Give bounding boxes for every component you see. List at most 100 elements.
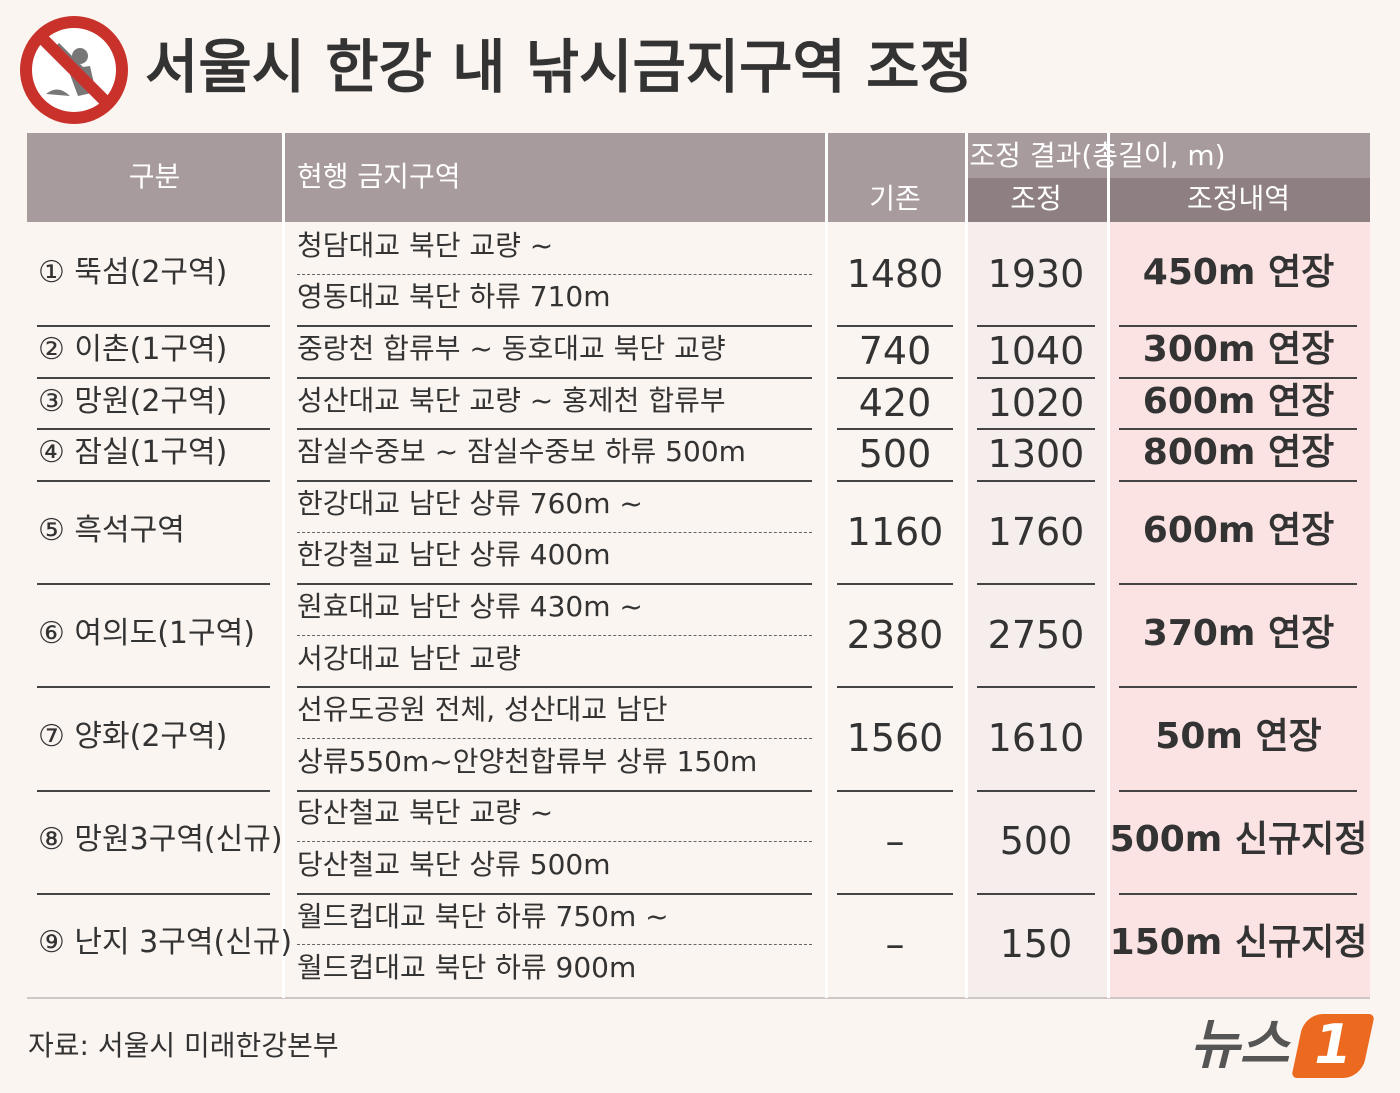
row-label: ⑤ 흑석구역 xyxy=(38,512,185,548)
row-divider xyxy=(837,686,953,689)
dashed-divider xyxy=(297,841,812,843)
row-divider xyxy=(37,325,270,328)
after-column-bg xyxy=(965,222,1107,998)
row-divider xyxy=(1119,480,1357,482)
zone-text: 당산철교 북단 상류 500m xyxy=(297,848,611,881)
row-divider xyxy=(837,480,953,482)
before-value: 740 xyxy=(858,329,932,373)
row-divider xyxy=(837,428,953,431)
row-divider xyxy=(1119,376,1357,379)
before-value: – xyxy=(885,819,905,864)
column-separator xyxy=(282,133,285,998)
zone-text: 청담대교 북단 교량 ~ xyxy=(297,228,554,262)
row-divider xyxy=(297,428,812,431)
dashed-divider xyxy=(297,738,812,739)
row-label: ② 이촌(1구역) xyxy=(38,332,228,367)
before-value: 1560 xyxy=(846,716,944,760)
row-divider xyxy=(977,428,1095,431)
detail-value: 600m 연장 xyxy=(1142,380,1335,422)
row-label: ⑦ 양화(2구역) xyxy=(38,719,228,754)
after-value: 1760 xyxy=(987,509,1085,554)
zone-text: 중랑천 합류부 ~ 동호대교 북단 교량 xyxy=(297,332,726,365)
row-label: ① 뚝섬(2구역) xyxy=(38,254,228,290)
detail-value: 300m 연장 xyxy=(1142,329,1335,370)
zone-text: 한강철교 남단 상류 400m xyxy=(297,538,611,572)
dashed-divider xyxy=(297,944,812,946)
row-divider xyxy=(1119,686,1357,689)
detail-value: 370m 연장 xyxy=(1142,612,1335,654)
header-cell: 현행 금지구역 xyxy=(297,160,461,193)
zone-text: 서강대교 남단 교량 xyxy=(297,641,521,675)
row-divider xyxy=(1119,892,1357,895)
column-separator xyxy=(825,133,828,998)
row-divider xyxy=(977,892,1095,895)
row-divider xyxy=(837,789,953,792)
source: 자료: 서울시 미래한강본부 xyxy=(28,1029,339,1062)
row-label: ③ 망원(2구역) xyxy=(38,383,228,419)
before-value: 1480 xyxy=(846,251,944,296)
row-label: ⑨ 난지 3구역(신규) xyxy=(38,925,293,961)
logo-number: 1 xyxy=(1314,1013,1352,1076)
column-separator xyxy=(965,133,968,998)
header-cell: 기존 xyxy=(869,182,921,215)
detail-value: 500m 신규지정 xyxy=(1109,819,1368,861)
row-divider xyxy=(37,583,270,586)
zone-text: 잠실수중보 ~ 잠실수중보 하류 500m xyxy=(297,435,746,469)
no-fishing-icon xyxy=(20,16,128,124)
zone-text: 성산대교 북단 교량 ~ 홍제천 합류부 xyxy=(297,383,726,417)
before-value: 420 xyxy=(858,380,932,425)
header-cell: 구분 xyxy=(128,160,181,193)
before-value: 1160 xyxy=(846,509,944,554)
header-cell: 조정 결과(총길이, m) xyxy=(969,139,1226,172)
row-divider xyxy=(297,583,812,586)
after-value: 1300 xyxy=(987,432,1085,477)
detail-value: 150m 신규지정 xyxy=(1109,922,1368,964)
row-divider xyxy=(37,480,270,482)
zone-text: 원효대교 남단 상류 430m ~ xyxy=(297,590,643,623)
row-divider xyxy=(1119,583,1357,586)
row-divider xyxy=(977,686,1095,689)
row-divider xyxy=(297,789,812,792)
row-divider xyxy=(1119,428,1357,431)
title: 서울시 한강 내 낚시금지구역 조정 xyxy=(145,33,973,101)
zone-text: 월드컵대교 북단 하류 900m xyxy=(297,951,637,985)
row-divider xyxy=(977,789,1095,792)
row-divider xyxy=(837,325,953,328)
zone-text: 한강대교 남단 상류 760m ~ xyxy=(297,486,643,520)
after-value: 500 xyxy=(999,819,1073,864)
row-divider xyxy=(297,376,812,379)
zone-text: 영동대교 북단 하류 710m xyxy=(297,280,611,314)
before-value: – xyxy=(885,922,905,967)
row-divider xyxy=(297,480,812,482)
row-divider xyxy=(1119,325,1357,328)
zone-text: 상류550m~안양천합류부 상류 150m xyxy=(297,744,758,778)
zone-text: 당산철교 북단 교량 ~ xyxy=(297,796,554,830)
before-value: 500 xyxy=(858,432,932,477)
dashed-divider xyxy=(297,531,812,533)
row-divider xyxy=(1119,789,1357,792)
dashed-divider xyxy=(297,634,812,636)
row-divider xyxy=(37,376,270,379)
after-value: 1930 xyxy=(987,251,1085,296)
zone-text: 선유도공원 전체, 성산대교 남단 xyxy=(297,693,668,727)
row-divider xyxy=(297,325,812,328)
sub-header xyxy=(965,178,1370,222)
before-value: 2380 xyxy=(846,612,944,657)
row-divider xyxy=(37,789,270,792)
after-value: 2750 xyxy=(987,612,1085,657)
column-separator xyxy=(1107,133,1110,998)
row-divider xyxy=(837,583,953,586)
after-value: 1020 xyxy=(987,380,1085,425)
after-value: 1040 xyxy=(987,329,1085,373)
row-divider xyxy=(977,325,1095,328)
row-divider xyxy=(977,376,1095,379)
detail-value: 600m 연장 xyxy=(1142,509,1335,551)
row-label: ④ 잠실(1구역) xyxy=(38,435,228,471)
row-divider xyxy=(37,892,270,895)
row-divider xyxy=(297,686,812,689)
after-value: 150 xyxy=(999,922,1073,967)
row-label: ⑥ 여의도(1구역) xyxy=(38,615,255,651)
row-divider xyxy=(297,892,812,895)
header-cell: 조정내역 xyxy=(1186,182,1291,215)
